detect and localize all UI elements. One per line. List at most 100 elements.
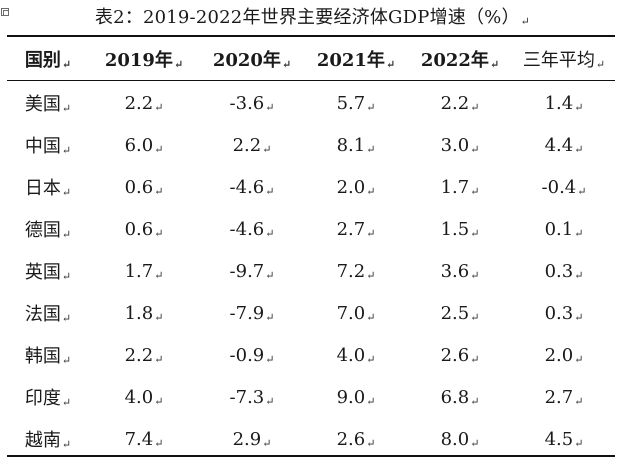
- table-cell[interactable]: 0.6↵: [124, 176, 164, 198]
- table-cell[interactable]: 2.2↵: [124, 344, 164, 366]
- paragraph-mark: ↵: [154, 184, 164, 198]
- table-cell[interactable]: 2.9↵: [232, 428, 272, 450]
- paragraph-mark: ↵: [265, 310, 275, 324]
- paragraph-mark: ↵: [470, 100, 480, 114]
- paragraph-mark: ↵: [265, 394, 275, 408]
- table-cell[interactable]: 4.4↵: [544, 134, 584, 156]
- table-cell[interactable]: 1.7↵: [124, 260, 164, 282]
- paragraph-mark: ↵: [574, 100, 584, 114]
- paragraph-mark: ↵: [366, 142, 376, 156]
- table-cell[interactable]: 2.0↵: [544, 344, 584, 366]
- table-cell[interactable]: -9.7↵: [229, 260, 275, 282]
- header-cell-2022[interactable]: 2022年↵: [420, 49, 500, 71]
- paragraph-mark: ↵: [154, 310, 164, 324]
- table-cell[interactable]: 4.5↵: [544, 428, 584, 450]
- paragraph-mark: ↵: [574, 310, 584, 324]
- table-cell-country[interactable]: 英国↵: [24, 262, 72, 283]
- paragraph-mark: ↵: [154, 352, 164, 366]
- header-cell-three-year-average[interactable]: 三年平均↵: [522, 49, 606, 71]
- table-cell[interactable]: 2.7↵: [336, 218, 376, 240]
- table-cell[interactable]: -4.6↵: [229, 218, 275, 240]
- table-cell-country[interactable]: 韩国↵: [24, 346, 72, 367]
- table-anchor-icon[interactable]: [1, 8, 9, 16]
- table-cell[interactable]: 6.0↵: [124, 134, 164, 156]
- table-cell[interactable]: 9.0↵: [336, 386, 376, 408]
- table-cell[interactable]: 2.7↵: [544, 386, 584, 408]
- table-cell-country[interactable]: 日本↵: [24, 178, 72, 199]
- paragraph-mark: ↵: [173, 57, 184, 71]
- paragraph-mark: ↵: [470, 142, 480, 156]
- paragraph-mark: ↵: [265, 226, 275, 240]
- table-cell-country[interactable]: 美国↵: [24, 94, 72, 115]
- table-cell[interactable]: 2.5↵: [440, 302, 480, 324]
- table-cell[interactable]: 2.2↵: [124, 92, 164, 114]
- table-row: 印度↵ 4.0↵ -7.3↵ 9.0↵ 6.8↵ 2.7↵: [7, 376, 615, 418]
- paragraph-mark: ↵: [281, 57, 292, 71]
- table-row: 中国↵ 6.0↵ 2.2↵ 8.1↵ 3.0↵ 4.4↵: [7, 124, 615, 166]
- table-cell[interactable]: 4.0↵: [124, 386, 164, 408]
- header-cell-2021[interactable]: 2021年↵: [316, 49, 396, 71]
- table-cell[interactable]: 7.2↵: [336, 260, 376, 282]
- table-cell[interactable]: 4.0↵: [336, 344, 376, 366]
- paragraph-mark: ↵: [262, 436, 272, 450]
- paragraph-mark: ↵: [61, 396, 72, 409]
- table-cell-country[interactable]: 印度↵: [24, 388, 72, 409]
- paragraph-mark: ↵: [61, 57, 72, 71]
- header-cell-2019[interactable]: 2019年↵: [104, 49, 184, 71]
- table-cell[interactable]: 7.4↵: [124, 428, 164, 450]
- table-cell[interactable]: 2.6↵: [336, 428, 376, 450]
- paragraph-mark: ↵: [61, 186, 72, 199]
- table-row: 越南↵ 7.4↵ 2.9↵ 2.6↵ 8.0↵ 4.5↵: [7, 418, 615, 460]
- paragraph-mark: ↵: [154, 436, 164, 450]
- table-cell[interactable]: 2.2↵: [232, 134, 272, 156]
- paragraph-mark: ↵: [574, 394, 584, 408]
- table-cell[interactable]: 7.0↵: [336, 302, 376, 324]
- table-cell[interactable]: 1.7↵: [440, 176, 480, 198]
- table-cell[interactable]: 1.8↵: [124, 302, 164, 324]
- table-cell[interactable]: 0.1↵: [544, 218, 584, 240]
- paragraph-mark: ↵: [61, 354, 72, 367]
- paragraph-mark: ↵: [154, 394, 164, 408]
- table-cell[interactable]: 6.8↵: [440, 386, 480, 408]
- table-cell-country[interactable]: 法国↵: [24, 304, 72, 325]
- table-cell[interactable]: 1.4↵: [544, 92, 584, 114]
- table-cell[interactable]: -4.6↵: [229, 176, 275, 198]
- table-cell[interactable]: 0.3↵: [544, 260, 584, 282]
- header-cell-2020[interactable]: 2020年↵: [212, 49, 292, 71]
- table-cell[interactable]: -0.9↵: [229, 344, 275, 366]
- paragraph-mark: ↵: [366, 394, 376, 408]
- table-cell[interactable]: 3.0↵: [440, 134, 480, 156]
- table-cell[interactable]: -0.4↵: [541, 176, 587, 198]
- table-cell[interactable]: 1.5↵: [440, 218, 480, 240]
- table-cell[interactable]: 2.6↵: [440, 344, 480, 366]
- paragraph-mark: ↵: [61, 102, 72, 115]
- table-caption: 表2：2019-2022年世界主要经济体GDP增速（%）↵: [0, 3, 625, 29]
- table-cell-country[interactable]: 中国↵: [24, 136, 72, 157]
- table-header-rule: [7, 80, 615, 81]
- paragraph-mark: ↵: [470, 310, 480, 324]
- table-cell[interactable]: 5.7↵: [336, 92, 376, 114]
- table-cell[interactable]: -7.9↵: [229, 302, 275, 324]
- table-cell[interactable]: 3.6↵: [440, 260, 480, 282]
- paragraph-mark: ↵: [366, 310, 376, 324]
- table-cell[interactable]: 0.3↵: [544, 302, 584, 324]
- table-cell[interactable]: -3.6↵: [229, 92, 275, 114]
- paragraph-mark: ↵: [61, 438, 72, 451]
- table-cell-country[interactable]: 德国↵: [24, 220, 72, 241]
- paragraph-mark: ↵: [574, 142, 584, 156]
- table-cell[interactable]: 8.1↵: [336, 134, 376, 156]
- header-cell-country[interactable]: 国别↵: [24, 49, 72, 71]
- paragraph-mark: ↵: [265, 268, 275, 282]
- paragraph-mark: ↵: [470, 184, 480, 198]
- table-cell[interactable]: 2.2↵: [440, 92, 480, 114]
- table-cell[interactable]: 8.0↵: [440, 428, 480, 450]
- paragraph-mark: ↵: [574, 436, 584, 450]
- table-cell[interactable]: 2.0↵: [336, 176, 376, 198]
- table-body: 美国↵ 2.2↵ -3.6↵ 5.7↵ 2.2↵ 1.4↵ 中国↵ 6.0↵ 2…: [7, 82, 615, 460]
- table-cell-country[interactable]: 越南↵: [24, 430, 72, 451]
- table-row: 韩国↵ 2.2↵ -0.9↵ 4.0↵ 2.6↵ 2.0↵: [7, 334, 615, 376]
- table-cell[interactable]: 0.6↵: [124, 218, 164, 240]
- table-cell[interactable]: -7.3↵: [229, 386, 275, 408]
- paragraph-mark: ↵: [262, 142, 272, 156]
- paragraph-mark: ↵: [61, 228, 72, 241]
